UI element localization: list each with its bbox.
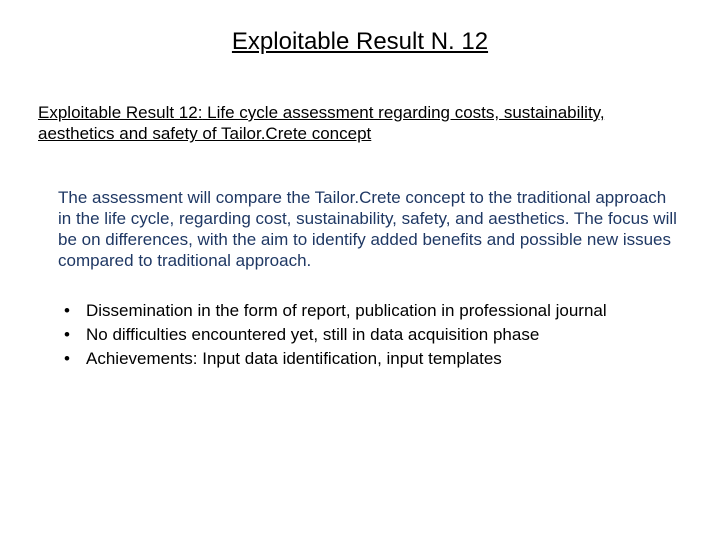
list-item: No difficulties encountered yet, still i… <box>62 324 682 346</box>
content-block: The assessment will compare the Tailor.C… <box>38 187 682 370</box>
main-paragraph: The assessment will compare the Tailor.C… <box>58 187 682 272</box>
subtitle-label: Exploitable Result 12: <box>38 103 202 122</box>
bullet-list: Dissemination in the form of report, pub… <box>58 300 682 370</box>
list-item: Achievements: Input data identification,… <box>62 348 682 370</box>
subtitle: Exploitable Result 12: Life cycle assess… <box>38 102 682 145</box>
slide-container: Exploitable Result N. 12 Exploitable Res… <box>0 0 720 370</box>
list-item: Dissemination in the form of report, pub… <box>62 300 682 322</box>
page-title: Exploitable Result N. 12 <box>38 28 682 56</box>
